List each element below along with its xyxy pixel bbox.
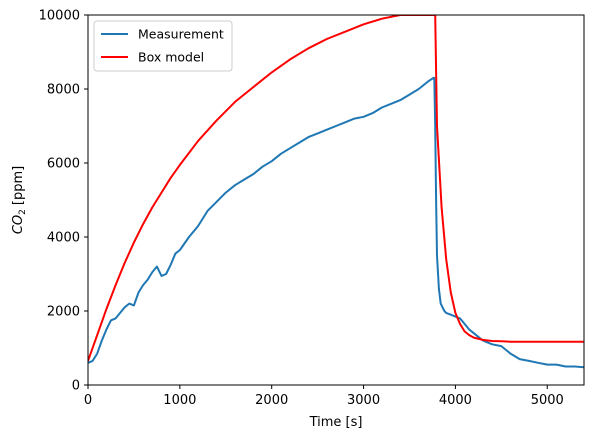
y-axis-label: CO2 [ppm] bbox=[11, 166, 28, 234]
x-axis-label: Time [s] bbox=[309, 415, 363, 430]
legend: Measurement Box model bbox=[93, 20, 233, 72]
y-axis-label-unit: [ppm] bbox=[11, 166, 26, 205]
x-tick-label: 4000 bbox=[439, 393, 472, 408]
y-tick-label: 6000 bbox=[47, 157, 80, 172]
y-axis-label-main: CO bbox=[11, 215, 26, 234]
plot-frame bbox=[87, 14, 585, 386]
x-axis: 0 1000 2000 3000 4000 5000 bbox=[84, 385, 564, 408]
y-tick-label: 10000 bbox=[39, 9, 80, 24]
legend-label-box-model: Box model bbox=[138, 50, 204, 65]
x-tick-label: 0 bbox=[84, 393, 92, 408]
y-axis: 0 2000 4000 6000 8000 10000 bbox=[39, 9, 88, 394]
series-line-box-model bbox=[88, 15, 584, 362]
x-tick-label: 1000 bbox=[163, 393, 196, 408]
series-line-measurement bbox=[88, 76, 584, 369]
legend-label-measurement: Measurement bbox=[138, 27, 224, 42]
x-tick-label: 5000 bbox=[531, 393, 564, 408]
x-tick-label: 2000 bbox=[255, 393, 288, 408]
y-tick-label: 4000 bbox=[47, 231, 80, 246]
y-axis-label-subscript: 2 bbox=[18, 209, 28, 215]
y-tick-label: 2000 bbox=[47, 305, 80, 320]
y-tick-label: 0 bbox=[72, 379, 80, 394]
legend-box bbox=[93, 20, 233, 72]
y-tick-label: 8000 bbox=[47, 83, 80, 98]
plot-area bbox=[88, 15, 584, 385]
x-tick-label: 3000 bbox=[347, 393, 380, 408]
